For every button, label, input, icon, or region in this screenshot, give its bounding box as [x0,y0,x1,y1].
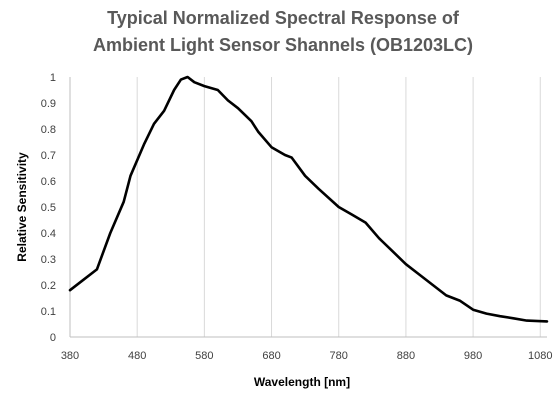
y-tick-label: 0.6 [41,176,56,188]
chart-title-line-2: Ambient Light Sensor Shannels (OB1203LC) [93,35,473,55]
x-tick-label: 480 [128,350,146,362]
x-tick-label: 380 [61,350,79,362]
y-tick-label: 0 [50,332,56,344]
series-group [68,75,549,323]
y-tick-label: 0.5 [41,202,56,214]
y-axis-label: Relative Sensitivity [15,152,29,262]
y-tick-label: 0.1 [41,306,56,318]
y-tick-label: 0.8 [41,124,56,136]
y-tick-label: 1 [50,72,56,84]
y-tick-label: 0.9 [41,98,56,110]
x-tick-labels: 380 480 580 680 780 880 980 1080 [61,350,553,362]
y-tick-label: 0.3 [41,254,56,266]
x-tick-label: 880 [397,350,415,362]
y-tick-labels: 0 0.1 0.2 0.3 0.4 0.5 0.6 0.7 0.8 0.9 1 [41,72,56,344]
axes [69,77,547,338]
x-tick-label: 680 [262,350,280,362]
x-tick-label: 980 [464,350,482,362]
vertical-gridlines [136,77,541,337]
y-tick-label: 0.7 [41,150,56,162]
x-tick-label: 1080 [528,350,552,362]
x-tick-label: 580 [195,350,213,362]
x-axis-label: Wavelength [nm] [254,375,350,389]
series-line-0 [68,75,549,323]
chart-title-line-1: Typical Normalized Spectral Response of [107,8,460,28]
y-tick-label: 0.2 [41,280,56,292]
y-tick-label: 0.4 [41,228,56,240]
x-tick-label: 780 [330,350,348,362]
